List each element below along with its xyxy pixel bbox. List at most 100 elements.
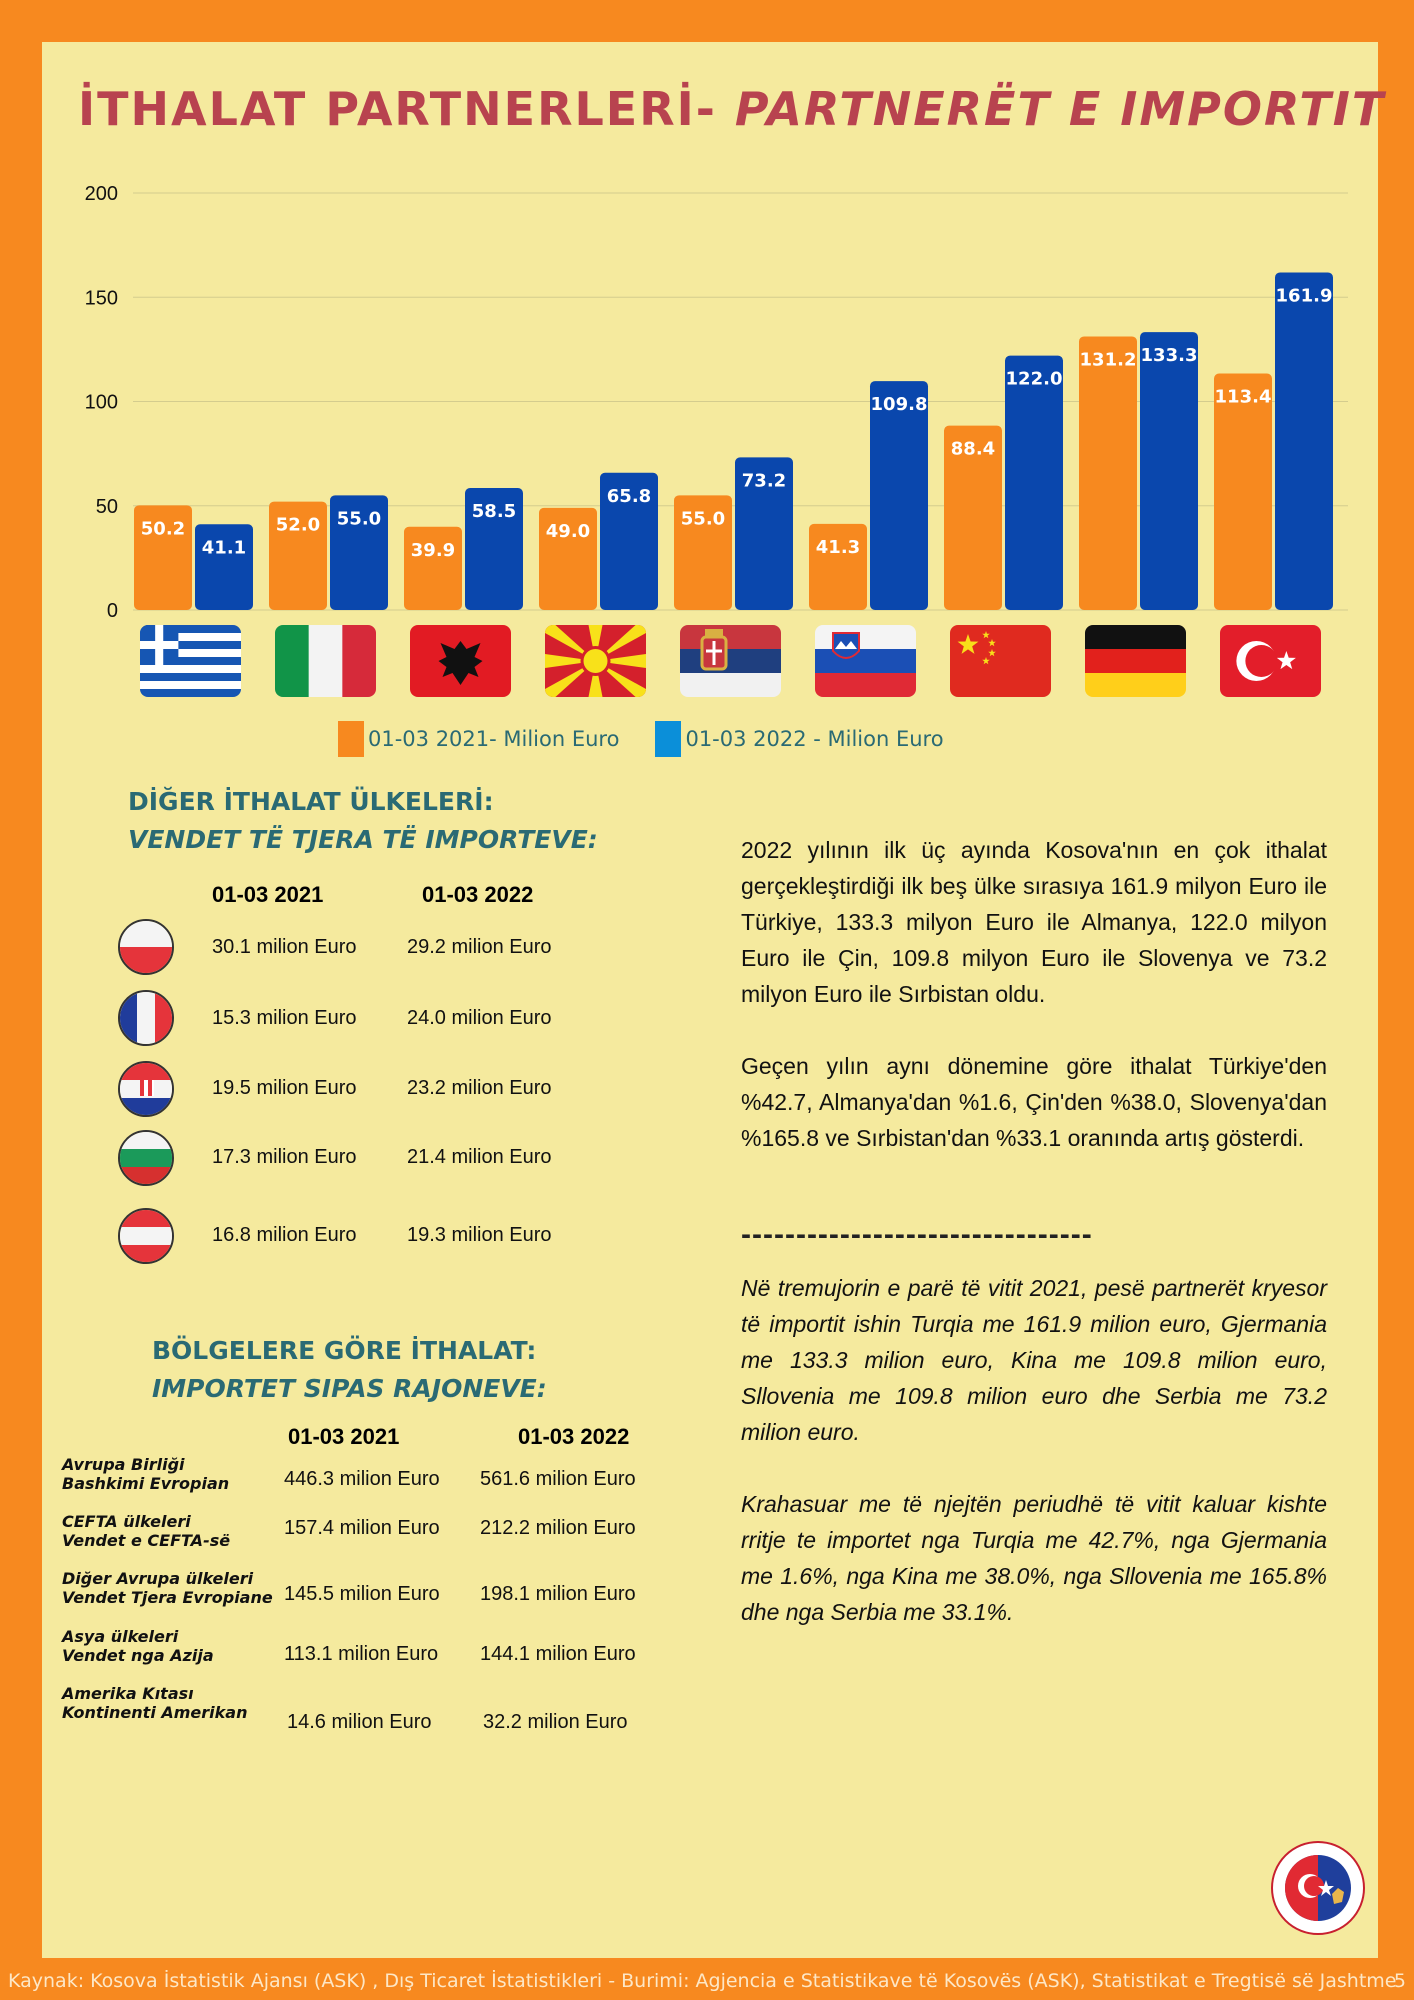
data-label: 133.3	[1141, 345, 1198, 366]
other-countries-col-2022: 01-03 2022	[422, 882, 534, 907]
legend-swatch-2022	[655, 721, 682, 757]
serbia-flag-icon	[680, 625, 781, 697]
region-americas-2021: 14.6 milion Euro	[287, 1711, 432, 1733]
region-cefta-name-tr: CEFTA ülkeleri	[62, 1512, 191, 1531]
greece-flag-icon	[140, 625, 241, 697]
region-cefta-name: CEFTA ülkeleri Vendet e CEFTA-së	[62, 1512, 230, 1550]
bulgaria-2021-value: 17.3 milion Euro	[212, 1146, 357, 1168]
legend-swatch-2021	[338, 721, 364, 757]
legend-item-2021: 01-03 2021- Milion Euro	[338, 721, 619, 757]
summary-paragraph-sq-2: Krahasuar me të njejtën periudhë të viti…	[741, 1491, 1327, 1625]
bar-2022	[735, 457, 793, 610]
region-asia-name-sq: Vendet nga Azija	[62, 1646, 214, 1665]
data-label: 52.0	[276, 515, 320, 536]
region-cefta-name-sq: Vendet e CEFTA-së	[62, 1531, 231, 1550]
source-text: Kaynak: Kosova İstatistik Ajansı (ASK) ,…	[8, 1970, 1397, 1992]
region-eu-name-sq: Bashkimi Evropian	[62, 1474, 230, 1493]
bar-2022	[330, 495, 388, 610]
title-italic: PARTNERËT E IMPORTIT	[734, 82, 1386, 136]
data-label: 58.5	[472, 501, 516, 522]
data-label: 113.4	[1215, 387, 1272, 408]
germany-flag-icon	[1085, 625, 1186, 697]
austria-2021-value: 16.8 milion Euro	[212, 1224, 357, 1246]
data-label: 109.8	[871, 394, 928, 415]
bar-2022	[1005, 355, 1063, 610]
region-americas-name-tr: Amerika Kıtası	[62, 1684, 194, 1703]
bar-2021	[1214, 373, 1272, 610]
y-tick-label: 150	[85, 287, 118, 309]
region-eu-name: Avrupa Birliği Bashkimi Evropian	[62, 1455, 229, 1493]
legend-item-2022: 01-03 2022 - Milion Euro	[655, 721, 944, 757]
slovenia-flag-icon	[815, 625, 916, 697]
region-other-europe-2021: 145.5 milion Euro	[284, 1583, 440, 1605]
data-label: 39.9	[411, 540, 455, 561]
austria-flag-icon	[118, 1208, 174, 1264]
title-main: İTHALAT PARTNERLERİ-	[78, 82, 735, 136]
other-countries-title-sq: VENDET TË TJERA TË IMPORTEVE:	[128, 825, 598, 854]
legend-label-2021: 01-03 2021- Milion Euro	[368, 727, 620, 751]
bar-2021	[269, 501, 327, 610]
croatia-flag-icon	[118, 1061, 174, 1117]
y-tick-label: 50	[96, 496, 118, 518]
page-title: İTHALAT PARTNERLERİ- PARTNERËT E IMPORTI…	[78, 82, 1385, 136]
data-label: 50.2	[141, 518, 185, 539]
regions-title-sq: IMPORTET SIPAS RAJONEVE:	[152, 1374, 547, 1403]
data-label: 73.2	[742, 470, 786, 491]
region-americas-2022: 32.2 milion Euro	[483, 1711, 628, 1733]
region-cefta-2021: 157.4 milion Euro	[284, 1517, 440, 1539]
legend-label-2022: 01-03 2022 - Milion Euro	[685, 727, 944, 751]
italy-flag-icon	[275, 625, 376, 697]
data-label: 65.8	[607, 486, 651, 507]
region-asia-name-tr: Asya ülkeleri	[62, 1627, 179, 1646]
region-asia-2022: 144.1 milion Euro	[480, 1643, 636, 1665]
summary-paragraph-tr-1: 2022 yılının ilk üç ayında Kosova'nın en…	[741, 837, 1327, 1007]
regions-title-tr: BÖLGELERE GÖRE İTHALAT:	[152, 1336, 537, 1365]
bar-2021	[944, 425, 1002, 610]
regions-heading: BÖLGELERE GÖRE İTHALAT: IMPORTET SIPAS R…	[152, 1332, 547, 1408]
croatia-2022-value: 23.2 milion Euro	[407, 1077, 552, 1099]
data-label: 88.4	[951, 439, 995, 460]
data-label: 55.0	[337, 508, 381, 529]
france-flag-icon	[118, 990, 174, 1046]
poland-2022-value: 29.2 milion Euro	[407, 936, 552, 958]
chart-legend: 01-03 2021- Milion Euro 01-03 2022 - Mil…	[338, 720, 944, 758]
data-label: 122.0	[1006, 369, 1063, 390]
page-number: 5	[1393, 1970, 1406, 1992]
region-asia-name: Asya ülkeleri Vendet nga Azija	[62, 1627, 214, 1665]
data-label: 161.9	[1276, 285, 1333, 306]
poland-flag-icon	[118, 919, 174, 975]
y-tick-label: 0	[107, 600, 118, 622]
bulgaria-flag-icon	[118, 1130, 174, 1186]
bar-2022	[1140, 332, 1198, 610]
data-label: 131.2	[1080, 349, 1137, 370]
regions-col-2022: 01-03 2022	[518, 1424, 630, 1449]
source-footer: Kaynak: Kosova İstatistik Ajansı (ASK) ,…	[0, 1962, 1414, 2000]
other-countries-col-2021: 01-03 2021	[212, 882, 324, 907]
croatia-2021-value: 19.5 milion Euro	[212, 1077, 357, 1099]
turkey-flag-icon	[1220, 625, 1321, 697]
summary-paragraph-sq-1: Në tremujorin e parë të vitit 2021, pesë…	[741, 1275, 1327, 1445]
poland-2021-value: 30.1 milion Euro	[212, 936, 357, 958]
france-2021-value: 15.3 milion Euro	[212, 1007, 357, 1029]
chamber-of-commerce-logo-icon	[1271, 1841, 1365, 1935]
regions-col-2021: 01-03 2021	[288, 1424, 400, 1449]
bar-2022	[465, 488, 523, 610]
region-other-europe-name: Diğer Avrupa ülkeleri Vendet Tjera Evropi…	[62, 1569, 273, 1607]
data-label: 41.1	[202, 537, 246, 558]
bar-2021	[674, 495, 732, 610]
region-eu-2022: 561.6 milion Euro	[480, 1468, 636, 1490]
y-tick-label: 100	[85, 392, 118, 414]
north-macedonia-flag-icon	[545, 625, 646, 697]
other-countries-heading: DİĞER İTHALAT ÜLKELERİ: VENDET TË TJERA …	[128, 783, 598, 859]
bulgaria-2022-value: 21.4 milion Euro	[407, 1146, 552, 1168]
data-label: 49.0	[546, 521, 590, 542]
bar-2021	[809, 523, 867, 610]
china-flag-icon	[950, 625, 1051, 697]
bar-2021	[134, 505, 192, 610]
other-countries-title-tr: DİĞER İTHALAT ÜLKELERİ:	[128, 787, 494, 816]
region-other-europe-name-tr: Diğer Avrupa ülkeleri	[62, 1569, 254, 1588]
bar-2022	[195, 524, 253, 610]
import-partners-bar-chart: 0 50 100 150 200 50.2 41.1 52.0 55.0 39.9 58.5 49.0…	[85, 183, 1348, 697]
data-label: 55.0	[681, 508, 725, 529]
bar-2021	[404, 526, 462, 610]
